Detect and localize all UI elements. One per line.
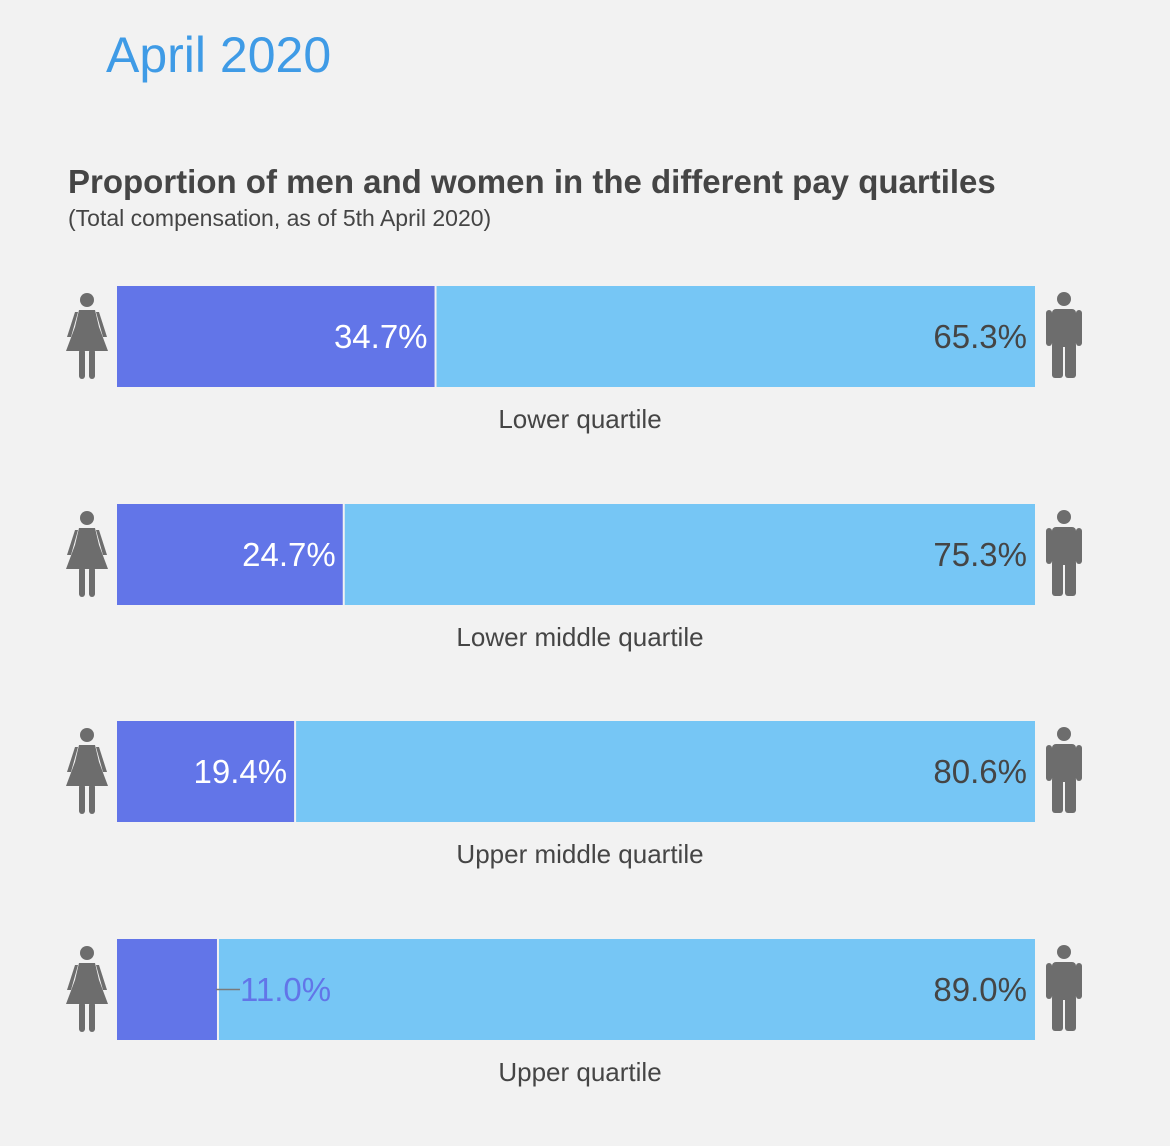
bar-women [117, 504, 344, 605]
chart-subtitle: (Total compensation, as of 5th April 202… [68, 205, 492, 231]
bar-men [435, 286, 1035, 387]
page-heading: April 2020 [106, 27, 332, 83]
data-label-men: 75.3% [933, 536, 1027, 573]
woman-icon [66, 293, 108, 379]
man-icon [1046, 292, 1082, 378]
bar-women [117, 286, 436, 387]
category-label: Upper quartile [498, 1057, 661, 1087]
bar-women [117, 939, 218, 1040]
bar-men [343, 504, 1036, 605]
man-icon [1046, 727, 1082, 813]
data-label-men: 80.6% [933, 753, 1027, 790]
category-label: Upper middle quartile [456, 839, 703, 869]
data-label-men: 89.0% [933, 971, 1027, 1008]
category-label: Lower quartile [498, 404, 661, 434]
data-label-women: 11.0% [240, 971, 331, 1008]
category-label: Lower middle quartile [456, 622, 703, 652]
data-label-women: 24.7% [242, 536, 336, 573]
man-icon [1046, 945, 1082, 1031]
data-label-men: 65.3% [933, 318, 1027, 355]
data-label-women: 19.4% [194, 753, 288, 790]
woman-icon [66, 511, 108, 597]
data-label-women: 34.7% [334, 318, 428, 355]
chart-title: Proportion of men and women in the diffe… [68, 163, 996, 200]
woman-icon [66, 728, 108, 814]
man-icon [1046, 510, 1082, 596]
woman-icon [66, 946, 108, 1032]
bar-men [217, 939, 1036, 1040]
bar-men [295, 721, 1035, 822]
bar-women [117, 721, 296, 822]
